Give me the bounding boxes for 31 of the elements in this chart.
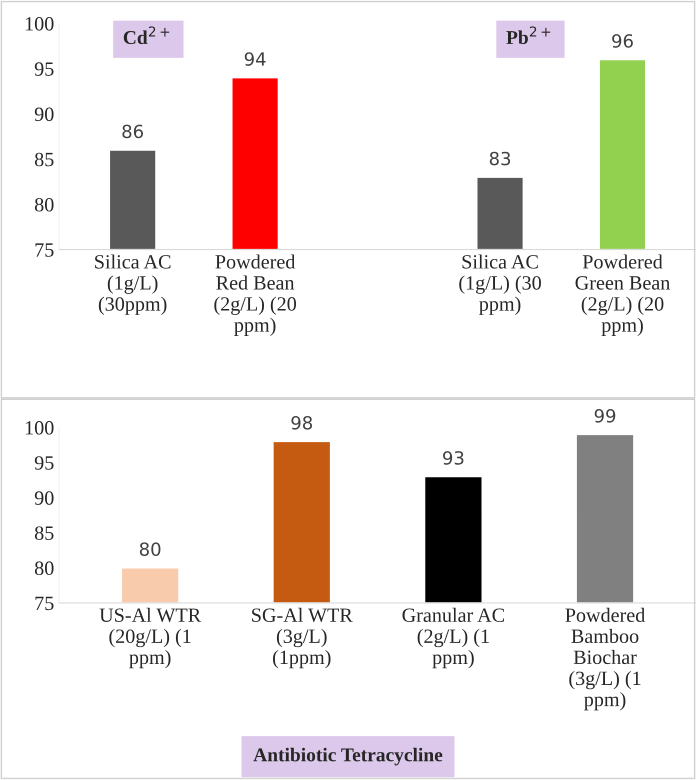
data-label: 83 (490, 152, 510, 166)
data-label: 80 (140, 542, 160, 556)
y-tick-label: 100 (26, 421, 54, 435)
y-tick-label: 100 (26, 16, 54, 31)
x-tick-label: Granular AC (2g/L) (1 ppm) (402, 608, 504, 668)
data-label: 98 (291, 416, 312, 430)
x-tick-label: Powdered Green Bean (2g/L) (20 ppm) (576, 254, 670, 336)
annotation: Cd$^{2+}$ (124, 26, 170, 44)
y-tick-label: 95 (34, 456, 54, 470)
data-label: 99 (594, 408, 616, 423)
y-tick-label: 95 (34, 62, 54, 76)
data-label: 93 (443, 451, 464, 465)
y-tick-label: 75 (35, 596, 54, 610)
y-tick-label: 85 (34, 526, 54, 540)
data-label: 86 (122, 124, 143, 138)
x-tick-label: SG-Al WTR (3g/L) (1ppm) (252, 608, 353, 668)
y-tick-label: 90 (34, 107, 54, 122)
text: Antibiotic Tetracycline (253, 748, 442, 766)
y-tick-label: 80 (34, 561, 54, 576)
x-tick-label: Silica AC (1g/L) (30 ppm) (459, 254, 541, 315)
y-tick-label: 75 (35, 243, 54, 257)
y-tick-label: 85 (34, 152, 54, 166)
annotation: Pb$^{2+}$ (506, 26, 550, 44)
x-tick-label: US-Al WTR (20g/L) (1 ppm) (100, 608, 202, 668)
x-tick-label: Powdered Bamboo Biochar (3g/L) (1 ppm) (565, 608, 646, 710)
data-label: 94 (244, 52, 266, 66)
x-tick-label: Silica AC (1g/L) (30ppm) (95, 254, 170, 315)
data-label: 96 (612, 34, 633, 48)
y-tick-label: 90 (34, 491, 54, 505)
x-tick-label: Powdered Red Bean (2g/L) (20 ppm) (214, 254, 296, 336)
y-tick-label: 80 (34, 198, 54, 212)
